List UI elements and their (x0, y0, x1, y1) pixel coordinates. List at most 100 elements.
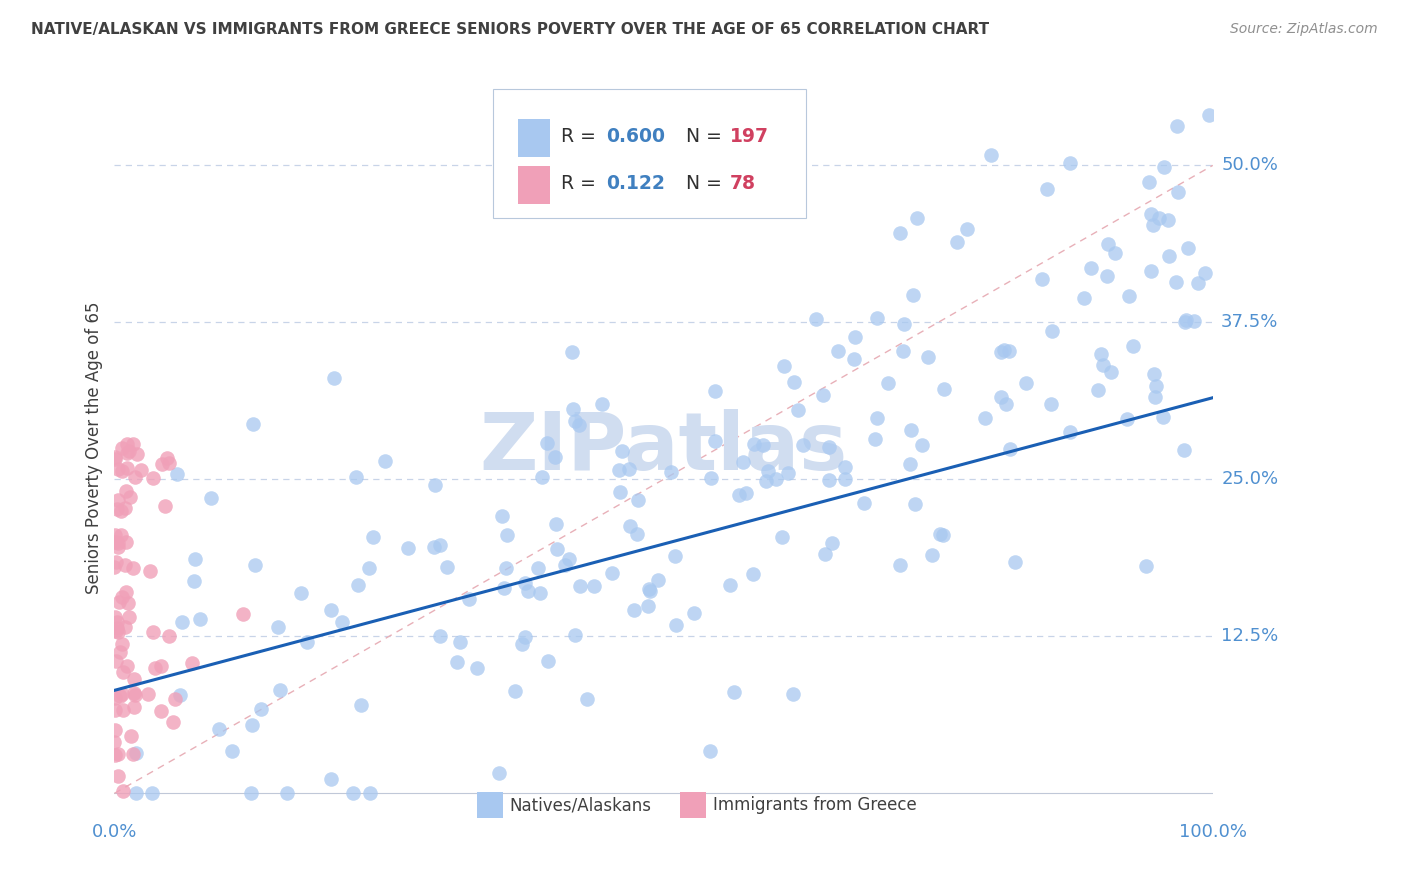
Point (150, 704, 173, 718)
Bar (517, 119, 551, 158)
Point (905, 211, 928, 226)
Point (321, 772, 343, 786)
Point (1004, 555, 1026, 569)
Point (1135, 558, 1157, 573)
Point (607, 463, 630, 477)
Point (105, 615, 128, 629)
Point (139, 564, 162, 578)
Text: N =: N = (686, 174, 721, 193)
Point (124, 688, 146, 702)
Point (110, 528, 132, 542)
Point (111, 441, 134, 455)
Point (221, 743, 243, 757)
Point (723, 685, 745, 699)
Point (1144, 379, 1167, 393)
Point (150, 659, 173, 673)
Point (932, 527, 955, 541)
Point (240, 786, 263, 800)
Point (818, 440, 841, 454)
Point (138, 687, 160, 701)
Point (250, 702, 273, 716)
Point (1090, 347, 1112, 361)
Point (980, 148, 1002, 162)
Point (901, 288, 924, 302)
Point (232, 607, 254, 621)
Point (1080, 260, 1102, 275)
Point (107, 493, 129, 508)
Point (1059, 425, 1081, 440)
Point (765, 472, 787, 486)
Point (103, 734, 125, 748)
Point (564, 414, 586, 428)
Point (342, 786, 364, 800)
Point (150, 457, 173, 471)
Point (449, 634, 471, 648)
Point (108, 690, 131, 704)
Point (990, 390, 1012, 404)
Point (114, 620, 136, 634)
Point (107, 769, 129, 783)
Point (240, 718, 263, 732)
Point (928, 526, 950, 541)
Point (110, 464, 132, 478)
Point (491, 509, 513, 524)
Point (844, 351, 866, 366)
Point (124, 470, 146, 484)
Point (1104, 245, 1126, 260)
Point (1087, 383, 1109, 397)
Point (125, 786, 148, 800)
Point (998, 442, 1021, 456)
Point (141, 786, 163, 800)
Point (162, 714, 184, 729)
Text: ZIPatlas: ZIPatlas (479, 409, 848, 487)
Point (866, 311, 889, 326)
Point (127, 447, 149, 461)
Point (107, 461, 129, 475)
Point (488, 765, 510, 780)
Point (347, 578, 370, 592)
Point (834, 460, 856, 475)
Point (115, 436, 138, 450)
Point (111, 687, 134, 701)
Point (1175, 313, 1198, 327)
Point (104, 703, 127, 717)
Point (609, 485, 631, 500)
Point (990, 345, 1012, 359)
Bar (477, 792, 503, 819)
Point (122, 672, 145, 686)
Point (956, 222, 979, 236)
Point (107, 595, 129, 609)
Point (783, 375, 806, 389)
Point (742, 437, 765, 451)
Point (242, 417, 264, 432)
Point (183, 574, 205, 589)
Bar (517, 166, 551, 204)
Point (1014, 376, 1036, 390)
Text: 37.5%: 37.5% (1222, 313, 1278, 331)
Point (1115, 411, 1137, 425)
Point (637, 599, 659, 613)
Point (741, 567, 763, 582)
Point (1122, 339, 1144, 353)
Point (932, 382, 955, 396)
Point (544, 517, 567, 532)
Point (889, 226, 911, 240)
Text: R =: R = (561, 128, 596, 146)
Point (180, 656, 202, 670)
Point (125, 746, 148, 760)
Text: 50.0%: 50.0% (1222, 156, 1278, 174)
Point (755, 475, 778, 489)
Point (554, 558, 576, 572)
Point (752, 438, 775, 452)
Point (1091, 359, 1114, 373)
Point (1157, 213, 1180, 227)
Point (576, 692, 599, 706)
Point (995, 396, 1018, 410)
Point (1167, 186, 1189, 200)
Point (513, 576, 536, 591)
Point (111, 637, 134, 651)
Point (423, 540, 446, 554)
Point (344, 470, 367, 484)
Point (973, 410, 995, 425)
Point (157, 629, 180, 643)
